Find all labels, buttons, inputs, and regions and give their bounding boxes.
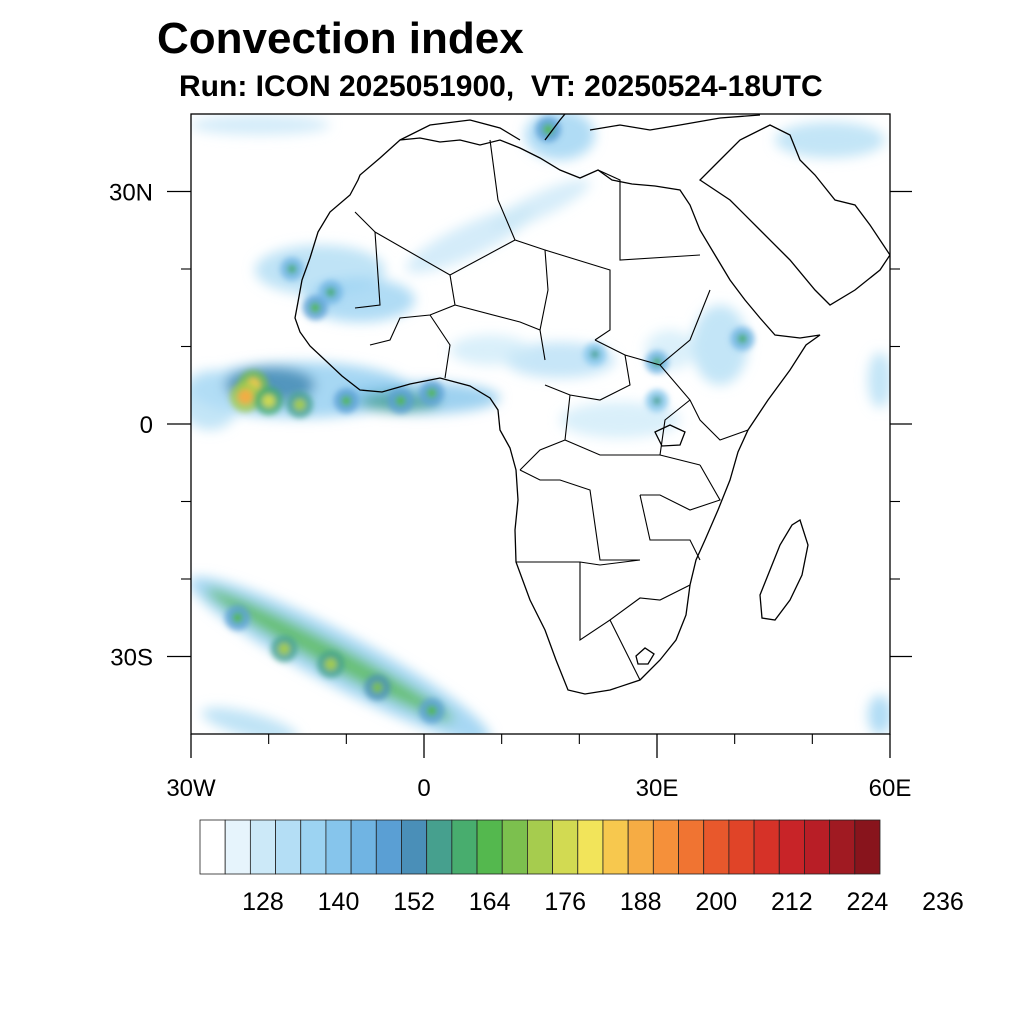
colorbar-swatch	[199, 819, 226, 875]
colorbar-swatch	[678, 819, 705, 875]
page-title: Convection index	[157, 14, 524, 63]
convection-cell-core	[371, 682, 383, 693]
convection-cell-core	[426, 705, 438, 716]
map-outlines	[294, 114, 890, 695]
colorbar-label: 164	[469, 888, 511, 916]
colorbar-swatch	[401, 819, 428, 875]
colorbar-swatch	[451, 819, 478, 875]
colorbar-swatch	[476, 819, 503, 875]
colorbar-label: 128	[242, 888, 284, 916]
page-subtitle: Run: ICON 2025051900, VT: 20250524-18UTC	[179, 70, 823, 103]
convection-cell-core	[310, 302, 321, 313]
x-tick-label: 30W	[166, 775, 216, 802]
colorbar-swatch	[728, 819, 755, 875]
colorbar-label: 212	[771, 888, 813, 916]
colorbar-swatch	[652, 819, 679, 875]
convection-cell-core	[341, 395, 352, 406]
convection-cell-core	[395, 395, 406, 406]
colorbar-swatch	[350, 819, 377, 875]
colorbar-swatch	[804, 819, 831, 875]
x-tick-label: 60E	[869, 775, 912, 802]
convection-cell-core	[324, 658, 337, 671]
convection-cell-core	[262, 394, 276, 408]
colorbar-swatch	[627, 819, 654, 875]
convection-field	[191, 114, 890, 734]
colorbar-swatch	[501, 819, 528, 875]
colorbar-swatch	[426, 819, 453, 875]
europe-coastline	[399, 114, 761, 141]
lesotho-border	[635, 647, 655, 665]
colorbar-swatch	[552, 819, 579, 875]
y-tick-label: 30N	[109, 180, 153, 207]
convection-cell-core	[293, 398, 306, 411]
colorbar-swatch	[224, 819, 251, 875]
colorbar-swatch	[753, 819, 780, 875]
arabia-coastline	[698, 124, 890, 306]
colorbar-label: 200	[695, 888, 737, 916]
axis-ticks: 30W 0 30E 60E 30N 0 30S	[109, 180, 912, 802]
colorbar-swatch	[778, 819, 805, 875]
convection-cell-core	[237, 389, 253, 405]
madagascar-coastline	[759, 519, 809, 621]
x-tick-label: 0	[417, 775, 430, 802]
convection-cell-core	[232, 612, 243, 623]
convection-cell-core	[543, 124, 554, 135]
colorbar-swatch	[829, 819, 856, 875]
colorbar-label: 188	[620, 888, 662, 916]
colorbar-label: 224	[847, 888, 889, 916]
convection-cell-core	[652, 396, 662, 405]
convection-cell-core	[737, 334, 748, 344]
colorbar: 128 140 152 164 176 188 200 212 224 236	[199, 819, 964, 916]
colorbar-swatch	[854, 819, 881, 875]
x-tick-label: 30E	[636, 775, 679, 802]
colorbar-swatch	[577, 819, 604, 875]
convection-cell-core	[590, 350, 600, 359]
colorbar-swatch	[703, 819, 730, 875]
y-tick-label: 30S	[110, 645, 153, 672]
convection-band-sahel	[255, 179, 748, 438]
convection-cell-core	[287, 264, 297, 274]
africa-coastline	[294, 137, 821, 695]
colorbar-label: 236	[922, 888, 964, 916]
colorbar-swatch	[300, 819, 327, 875]
colorbar-swatch	[275, 819, 302, 875]
colorbar-swatch	[527, 819, 553, 875]
convection-cell-core	[326, 287, 336, 297]
convection-cell-core	[278, 643, 290, 655]
convection-cell-core	[426, 388, 437, 398]
y-tick-label: 0	[140, 412, 153, 439]
colorbar-label: 140	[318, 888, 360, 916]
colorbar-swatch	[602, 819, 629, 875]
colorbar-label: 152	[393, 888, 435, 916]
colorbar-swatch	[325, 819, 352, 875]
country-borders	[354, 139, 749, 681]
convection-cells	[224, 116, 755, 724]
colorbar-label: 176	[544, 888, 586, 916]
colorbar-swatch	[249, 819, 276, 875]
colorbar-swatch	[375, 819, 402, 875]
lake-victoria	[654, 424, 686, 447]
